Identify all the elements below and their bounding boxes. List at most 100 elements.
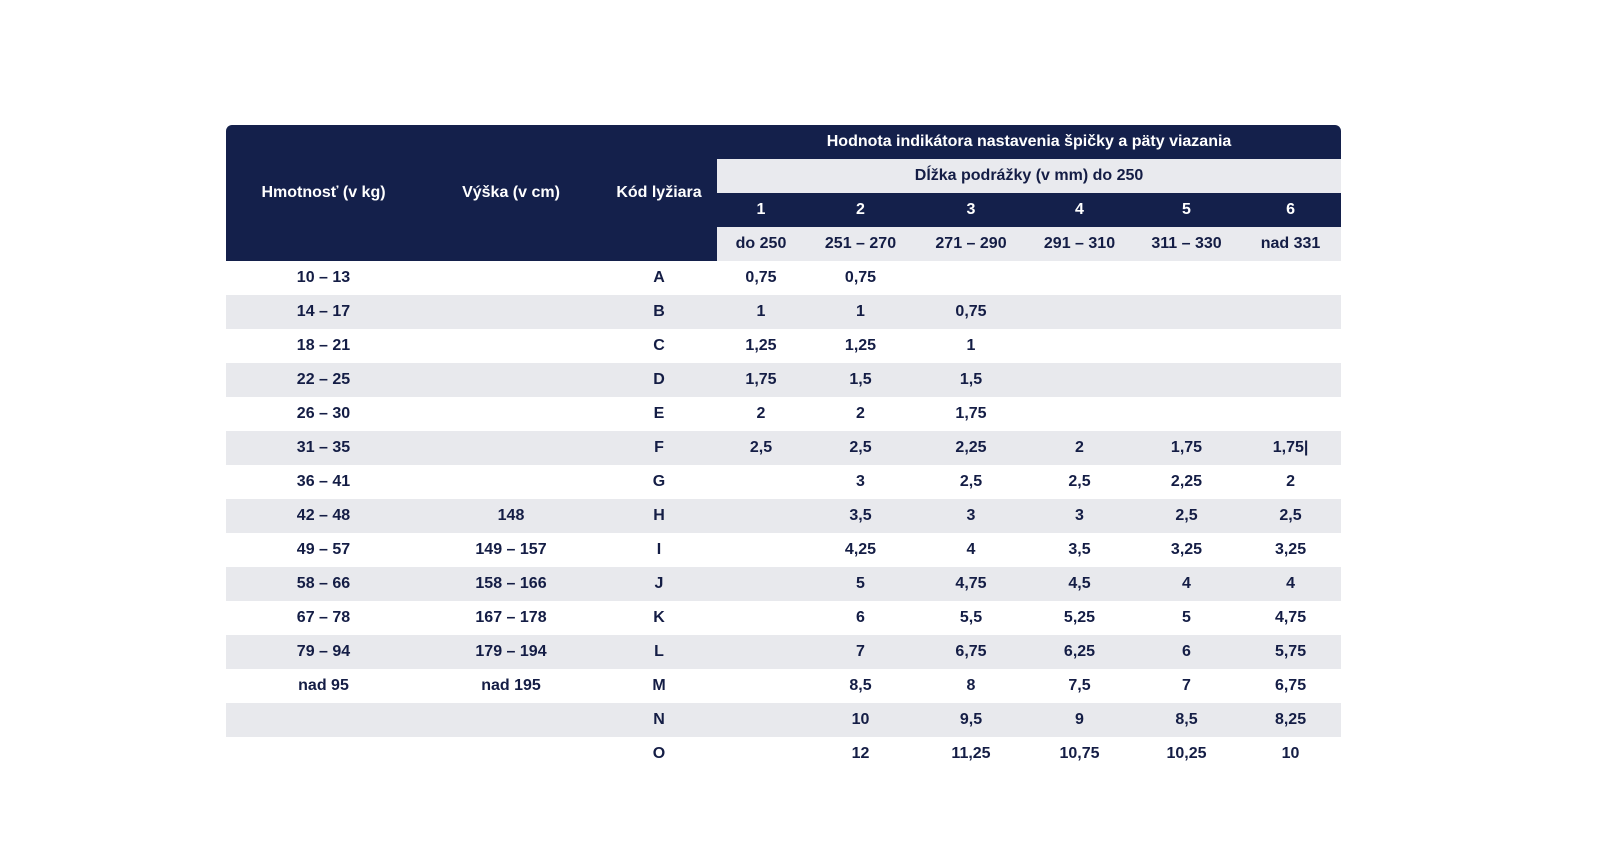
weight-cell: 10 – 13: [226, 261, 421, 295]
indicator-value-cell: 1,75: [717, 363, 805, 397]
skier-code-cell: B: [601, 295, 717, 329]
indicator-value-cell: 1,5: [805, 363, 916, 397]
header-column-number: 6: [1240, 193, 1342, 227]
header-column-range: 251 – 270: [805, 227, 916, 261]
height-cell: [421, 397, 601, 431]
indicator-value-cell: 4,75: [916, 567, 1026, 601]
skier-code-cell: H: [601, 499, 717, 533]
table-body: 10 – 13 A 0,75 0,75 14 – 17 B 1 1 0,75 18 – 21 C 1,…: [226, 261, 1342, 771]
indicator-value-cell: [1133, 295, 1240, 329]
weight-cell: 22 – 25: [226, 363, 421, 397]
indicator-value-cell: 6: [1133, 635, 1240, 669]
indicator-value-cell: 4: [1133, 567, 1240, 601]
indicator-value-cell: 4: [1240, 567, 1342, 601]
binding-settings-table-wrapper: Hmotnosť (v kg) Výška (v cm) Kód lyžiara…: [226, 125, 1342, 771]
indicator-value-cell: 3,5: [1026, 533, 1133, 567]
indicator-value-cell: 6,25: [1026, 635, 1133, 669]
weight-cell: 14 – 17: [226, 295, 421, 329]
header-height: Výška (v cm): [421, 125, 601, 261]
indicator-value-cell: [1240, 329, 1342, 363]
indicator-value-cell: [1026, 397, 1133, 431]
skier-code-cell: G: [601, 465, 717, 499]
table-row: O 12 11,25 10,75 10,25 10: [226, 737, 1342, 771]
table-row: 10 – 13 A 0,75 0,75: [226, 261, 1342, 295]
indicator-value-cell: 1: [916, 329, 1026, 363]
indicator-value-cell: [1133, 329, 1240, 363]
indicator-value-cell: 1,25: [805, 329, 916, 363]
indicator-value-cell: 0,75: [717, 261, 805, 295]
indicator-value-cell: 4,75: [1240, 601, 1342, 635]
weight-cell: 26 – 30: [226, 397, 421, 431]
indicator-value-cell: 10: [805, 703, 916, 737]
skier-code-cell: F: [601, 431, 717, 465]
skier-code-cell: L: [601, 635, 717, 669]
table-row: 42 – 48 148 H 3,5 3 3 2,5 2,5: [226, 499, 1342, 533]
indicator-value-cell: 7,5: [1026, 669, 1133, 703]
indicator-value-cell: 8,5: [1133, 703, 1240, 737]
indicator-value-cell: [916, 261, 1026, 295]
indicator-value-cell: 4,5: [1026, 567, 1133, 601]
indicator-value-cell: 1,75: [916, 397, 1026, 431]
indicator-value-cell: [1026, 295, 1133, 329]
indicator-value-cell: 8,5: [805, 669, 916, 703]
height-cell: 179 – 194: [421, 635, 601, 669]
header-column-number: 4: [1026, 193, 1133, 227]
header-column-range: do 250: [717, 227, 805, 261]
indicator-value-cell: 1,75|: [1240, 431, 1342, 465]
indicator-value-cell: 3: [805, 465, 916, 499]
indicator-value-cell: 2: [1026, 431, 1133, 465]
skier-code-cell: I: [601, 533, 717, 567]
indicator-value-cell: 1,25: [717, 329, 805, 363]
indicator-value-cell: [717, 737, 805, 771]
weight-cell: 18 – 21: [226, 329, 421, 363]
table-row: 58 – 66 158 – 166 J 5 4,75 4,5 4 4: [226, 567, 1342, 601]
indicator-value-cell: 5,75: [1240, 635, 1342, 669]
indicator-value-cell: 0,75: [805, 261, 916, 295]
indicator-value-cell: 3: [1026, 499, 1133, 533]
indicator-value-cell: 5,5: [916, 601, 1026, 635]
weight-cell: [226, 737, 421, 771]
indicator-value-cell: 2,5: [717, 431, 805, 465]
indicator-value-cell: 7: [805, 635, 916, 669]
binding-settings-table: Hmotnosť (v kg) Výška (v cm) Kód lyžiara…: [226, 125, 1342, 771]
indicator-value-cell: [717, 533, 805, 567]
indicator-value-cell: 8: [916, 669, 1026, 703]
indicator-value-cell: [1240, 261, 1342, 295]
height-cell: 149 – 157: [421, 533, 601, 567]
height-cell: [421, 737, 601, 771]
indicator-value-cell: 10,75: [1026, 737, 1133, 771]
weight-cell: 42 – 48: [226, 499, 421, 533]
header-column-number: 3: [916, 193, 1026, 227]
table-row: 14 – 17 B 1 1 0,75: [226, 295, 1342, 329]
indicator-value-cell: [1026, 329, 1133, 363]
indicator-value-cell: [1133, 363, 1240, 397]
table-row: 18 – 21 C 1,25 1,25 1: [226, 329, 1342, 363]
header-column-range: 311 – 330: [1133, 227, 1240, 261]
weight-cell: 79 – 94: [226, 635, 421, 669]
indicator-value-cell: 11,25: [916, 737, 1026, 771]
header-sole-length: Dĺžka podrážky (v mm) do 250: [717, 159, 1342, 193]
table-row: 36 – 41 G 3 2,5 2,5 2,25 2: [226, 465, 1342, 499]
height-cell: [421, 431, 601, 465]
indicator-value-cell: 5,25: [1026, 601, 1133, 635]
skier-code-cell: O: [601, 737, 717, 771]
table-row: 31 – 35 F 2,5 2,5 2,25 2 1,75 1,75|: [226, 431, 1342, 465]
height-cell: [421, 329, 601, 363]
weight-cell: nad 95: [226, 669, 421, 703]
height-cell: [421, 295, 601, 329]
header-column-number: 5: [1133, 193, 1240, 227]
header-column-number: 2: [805, 193, 916, 227]
indicator-value-cell: 5: [805, 567, 916, 601]
indicator-value-cell: 1,75: [1133, 431, 1240, 465]
indicator-value-cell: 2,25: [916, 431, 1026, 465]
height-cell: [421, 363, 601, 397]
skier-code-cell: A: [601, 261, 717, 295]
indicator-value-cell: [717, 499, 805, 533]
weight-cell: 67 – 78: [226, 601, 421, 635]
indicator-value-cell: 2,5: [1133, 499, 1240, 533]
indicator-value-cell: 3,25: [1240, 533, 1342, 567]
indicator-value-cell: 6,75: [1240, 669, 1342, 703]
indicator-value-cell: 2,5: [916, 465, 1026, 499]
skier-code-cell: D: [601, 363, 717, 397]
